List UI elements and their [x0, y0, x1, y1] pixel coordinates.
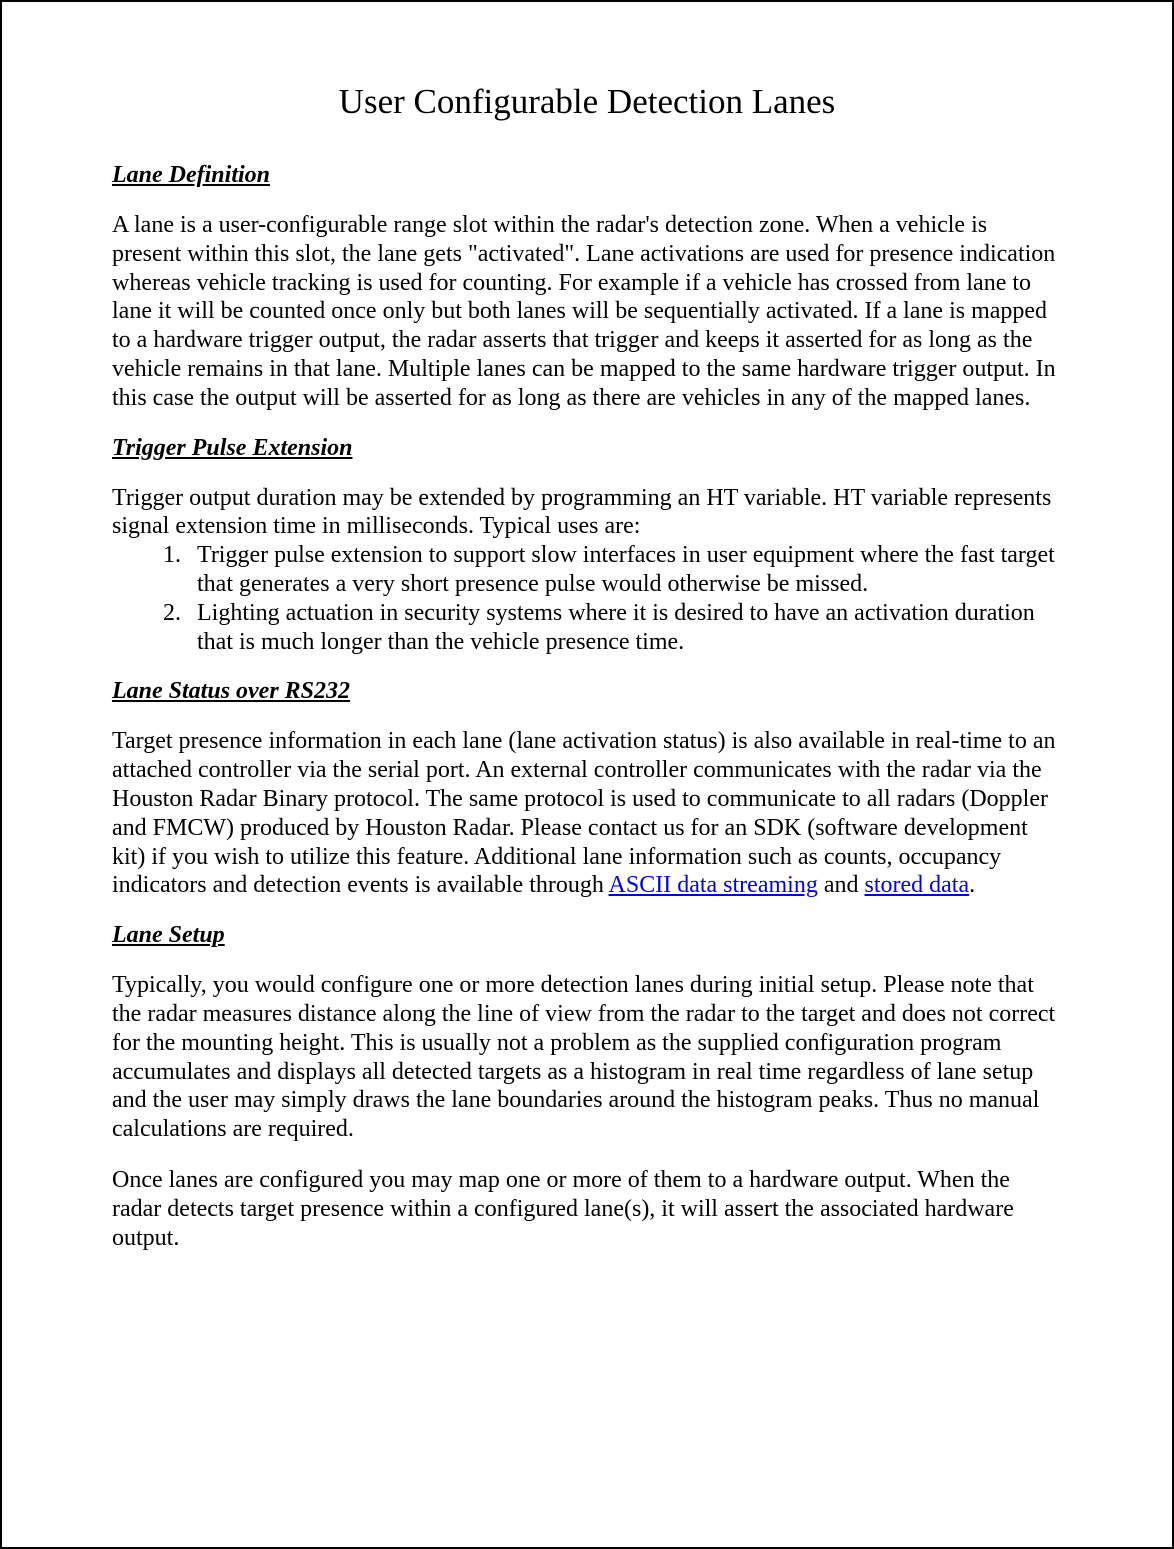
section-lane-definition: Lane Definition A lane is a user-configu…: [112, 162, 1062, 413]
text-tail: .: [969, 872, 975, 898]
intro-trigger-pulse: Trigger output duration may be extended …: [112, 484, 1062, 542]
heading-lane-definition: Lane Definition: [112, 162, 1062, 189]
body-lane-setup-2: Once lanes are configured you may map on…: [112, 1166, 1062, 1252]
section-lane-status: Lane Status over RS232 Target presence i…: [112, 678, 1062, 900]
list-trigger-pulse: Trigger pulse extension to support slow …: [187, 541, 1062, 656]
link-ascii-data-streaming[interactable]: ASCII data streaming: [609, 872, 818, 898]
heading-trigger-pulse: Trigger Pulse Extension: [112, 435, 1062, 462]
text-mid: and: [818, 872, 865, 898]
section-lane-setup: Lane Setup Typically, you would configur…: [112, 922, 1062, 1252]
page-title: User Configurable Detection Lanes: [112, 82, 1062, 122]
list-item: Lighting actuation in security systems w…: [187, 599, 1062, 657]
body-lane-definition: A lane is a user-configurable range slot…: [112, 211, 1062, 413]
heading-lane-status: Lane Status over RS232: [112, 678, 1062, 705]
section-trigger-pulse: Trigger Pulse Extension Trigger output d…: [112, 435, 1062, 657]
list-item: Trigger pulse extension to support slow …: [187, 541, 1062, 599]
body-lane-status: Target presence information in each lane…: [112, 727, 1062, 900]
body-lane-setup-1: Typically, you would configure one or mo…: [112, 971, 1062, 1144]
heading-lane-setup: Lane Setup: [112, 922, 1062, 949]
link-stored-data[interactable]: stored data: [864, 872, 969, 898]
